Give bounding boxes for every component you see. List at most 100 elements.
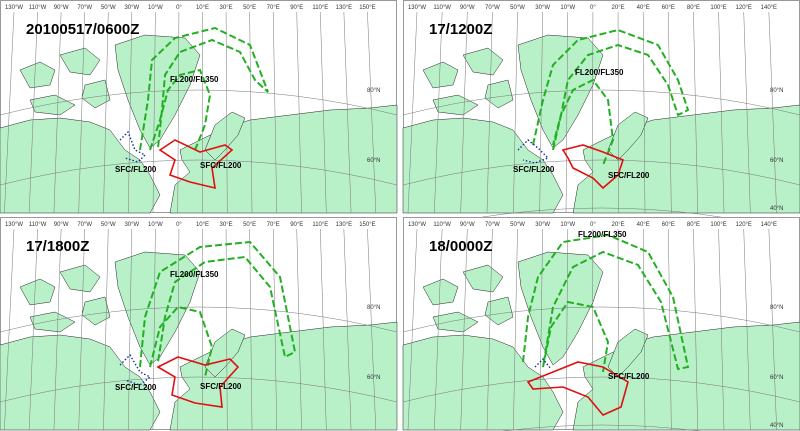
meridian: [225, 228, 228, 431]
meridian: [28, 11, 38, 214]
meridian: [53, 11, 62, 214]
lon-label: 70°E: [267, 5, 280, 11]
ash-area-high: [542, 300, 610, 373]
lon-label: 50°W: [510, 222, 525, 228]
lon-label: 70°E: [267, 222, 280, 228]
lon-label: 40°E: [637, 5, 650, 11]
ash-area-high: [139, 26, 269, 151]
meridian: [693, 11, 698, 214]
panel-title: 17/1800Z: [26, 238, 89, 255]
land: [59, 47, 101, 76]
parallel: [0, 89, 398, 116]
land: [81, 79, 111, 109]
meridian: [434, 11, 443, 214]
lat-label: 80°N: [770, 305, 783, 311]
meridian: [127, 228, 133, 431]
meridian: [320, 11, 327, 214]
lon-label: 100°E: [710, 222, 726, 228]
panel-title: 17/1200Z: [429, 21, 492, 38]
meridian: [539, 228, 543, 431]
meridian: [343, 11, 352, 214]
lon-label: 130°W: [5, 222, 23, 228]
meridian: [343, 228, 352, 431]
lon-label: 150°E: [359, 222, 375, 228]
lon-label: 70°W: [77, 222, 92, 228]
meridian: [78, 228, 85, 431]
lon-label: 30°W: [535, 5, 550, 11]
parallel: [402, 306, 800, 333]
meridian: [592, 228, 594, 431]
meridian: [768, 228, 777, 431]
layer-label: FL200/FL350: [578, 230, 627, 239]
meridian: [642, 11, 646, 214]
lon-label: 90°W: [54, 5, 69, 11]
lon-label: 10°W: [560, 5, 575, 11]
lon-label: 110°W: [29, 222, 47, 228]
ash-area-high: [149, 68, 212, 151]
ash-area-blue: [119, 130, 147, 163]
lon-label: 50°W: [101, 5, 116, 11]
meridian: [565, 11, 569, 214]
parallel: [0, 306, 398, 333]
lon-label: 110°E: [312, 222, 328, 228]
land: [607, 328, 649, 378]
lon-label: 0°: [590, 222, 596, 228]
meridian: [642, 228, 646, 431]
meridian: [53, 228, 62, 431]
lat-label: 80°N: [367, 305, 380, 311]
lon-label: 70°W: [485, 222, 500, 228]
lon-label: 70°W: [77, 5, 92, 11]
lat-label: 60°N: [770, 375, 783, 381]
ash-area-high: [139, 240, 297, 368]
meridian: [565, 228, 569, 431]
lon-label: 130°E: [336, 5, 352, 11]
meridian: [668, 228, 672, 431]
layer-label: SFC/FL200: [200, 161, 242, 170]
meridian: [513, 11, 518, 214]
lon-label: 130°W: [408, 222, 426, 228]
meridian: [768, 11, 777, 214]
meridian: [617, 228, 619, 431]
land: [402, 117, 564, 214]
ash-area-high: [552, 78, 615, 166]
parallel: [0, 159, 398, 186]
land: [402, 334, 564, 431]
meridian: [296, 11, 302, 214]
lon-label: 60°E: [662, 222, 675, 228]
meridian: [513, 228, 518, 431]
map-panel: 130°W 110°W 90°W 70°W 50°W 30°W 10°W 0° 20°E 40°E…: [402, 0, 800, 234]
lon-label: 20°E: [612, 5, 625, 11]
lon-label: 30°W: [124, 5, 139, 11]
lat-label: 60°N: [367, 158, 380, 164]
layer-label: SFC/FL200: [608, 171, 650, 180]
lon-label: 50°W: [510, 5, 525, 11]
lon-label: 110°W: [433, 222, 451, 228]
lon-label: 110°W: [29, 5, 47, 11]
meridian: [177, 11, 180, 214]
ash-area-high: [522, 233, 690, 371]
map-panel: 130°W 110°W 90°W 70°W 50°W 30°W 10°W 0° 20°E 40°E…: [402, 217, 800, 431]
meridian: [78, 11, 85, 214]
lat-label: 60°N: [367, 375, 380, 381]
meridian: [718, 228, 725, 431]
lon-label: 80°E: [687, 5, 700, 11]
lon-label: 0°: [176, 222, 182, 228]
lat-label: 80°N: [770, 88, 783, 94]
lon-label: 90°E: [290, 5, 303, 11]
lon-label: 70°W: [485, 5, 500, 11]
ash-area-low: [158, 139, 234, 190]
lon-label: 30°W: [535, 222, 550, 228]
parallel: [0, 376, 398, 403]
lon-label: 50°E: [243, 222, 256, 228]
meridian: [486, 228, 493, 431]
lon-label: 0°: [590, 5, 596, 11]
parallel: [402, 89, 800, 116]
ash-area-high: [149, 305, 214, 378]
panel-title: 20100517/0600Z: [26, 21, 139, 38]
lon-label: 10°E: [196, 222, 209, 228]
meridian: [272, 11, 278, 214]
ash-area-blue: [119, 353, 152, 386]
lon-label: 20°E: [612, 222, 625, 228]
meridian: [743, 228, 751, 431]
layer-label: FL200/FL350: [170, 270, 219, 279]
